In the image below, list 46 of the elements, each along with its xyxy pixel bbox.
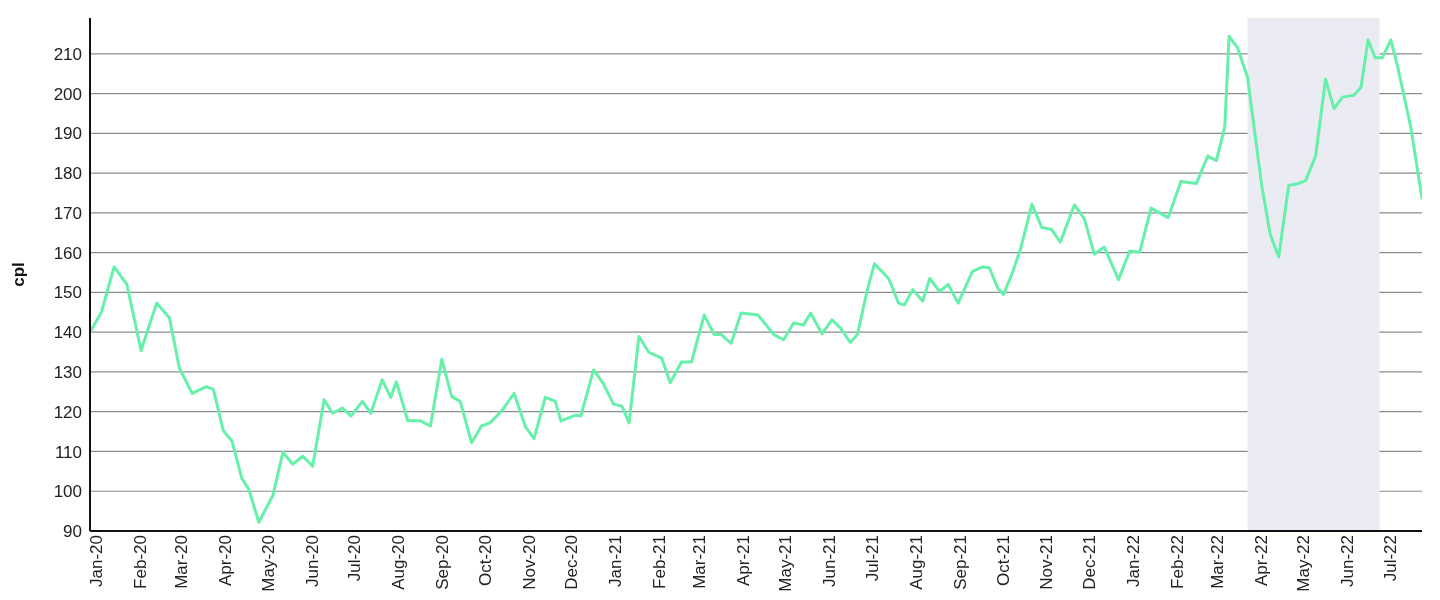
y-tick-label: 120 [53, 402, 82, 422]
x-tick-label: Feb-21 [650, 535, 670, 589]
y-tick-label: 200 [53, 84, 82, 104]
x-tick-label: Oct-21 [993, 535, 1013, 587]
y-tick-label: 180 [53, 164, 82, 184]
x-tick-label: Feb-22 [1167, 535, 1187, 589]
x-tick-label: Sep-21 [950, 535, 970, 590]
x-tick-label: Jan-21 [606, 535, 626, 587]
y-tick-label: 140 [53, 323, 82, 343]
x-tick-label: Jun-20 [302, 535, 322, 587]
y-tick-label: 150 [53, 283, 82, 303]
x-tick-label: Nov-21 [1037, 535, 1057, 590]
x-tick-label: Jul-20 [345, 535, 365, 582]
x-tick-label: Aug-21 [906, 535, 926, 590]
line-series [90, 34, 1422, 524]
x-tick-label: Jul-21 [863, 535, 883, 582]
x-tick-label: Mar-21 [689, 535, 709, 589]
x-tick-label: Jul-22 [1380, 535, 1400, 582]
x-tick-label: Sep-20 [433, 535, 453, 590]
x-tick-label: Jan-22 [1124, 535, 1144, 587]
x-tick-label: Aug-20 [389, 535, 409, 590]
y-tick-label: 130 [53, 362, 82, 382]
x-tick-label: Jan-20 [87, 535, 107, 587]
x-tick-label: Mar-22 [1207, 535, 1227, 589]
x-tick-label: Nov-20 [519, 535, 539, 590]
y-tick-label: 100 [53, 482, 82, 502]
x-tick-label: Jun-21 [820, 535, 840, 587]
y-tick-label: 90 [63, 522, 82, 542]
x-tick-label: Apr-22 [1251, 535, 1271, 587]
y-tick-label: 170 [53, 203, 82, 223]
y-tick-label: 210 [53, 44, 82, 64]
y-tick-label: 160 [53, 243, 82, 263]
x-tick-label: Apr-20 [216, 535, 236, 587]
x-tick-label: May-20 [258, 535, 278, 592]
y-tick-label: 190 [53, 124, 82, 144]
x-tick-label: Mar-20 [172, 535, 192, 589]
y-axis-title: cpl [9, 262, 29, 287]
y-tick-label: 110 [54, 442, 82, 462]
x-tick-label: Oct-20 [475, 535, 495, 587]
x-tick-label: Dec-20 [562, 535, 582, 590]
x-tick-label: Feb-20 [131, 535, 151, 589]
x-tick-label: Apr-21 [733, 535, 753, 587]
x-tick-label: Dec-21 [1080, 535, 1100, 590]
x-tick-label: May-21 [776, 535, 796, 592]
x-tick-label: May-22 [1294, 535, 1314, 592]
x-tick-label: Jun-22 [1338, 535, 1358, 587]
